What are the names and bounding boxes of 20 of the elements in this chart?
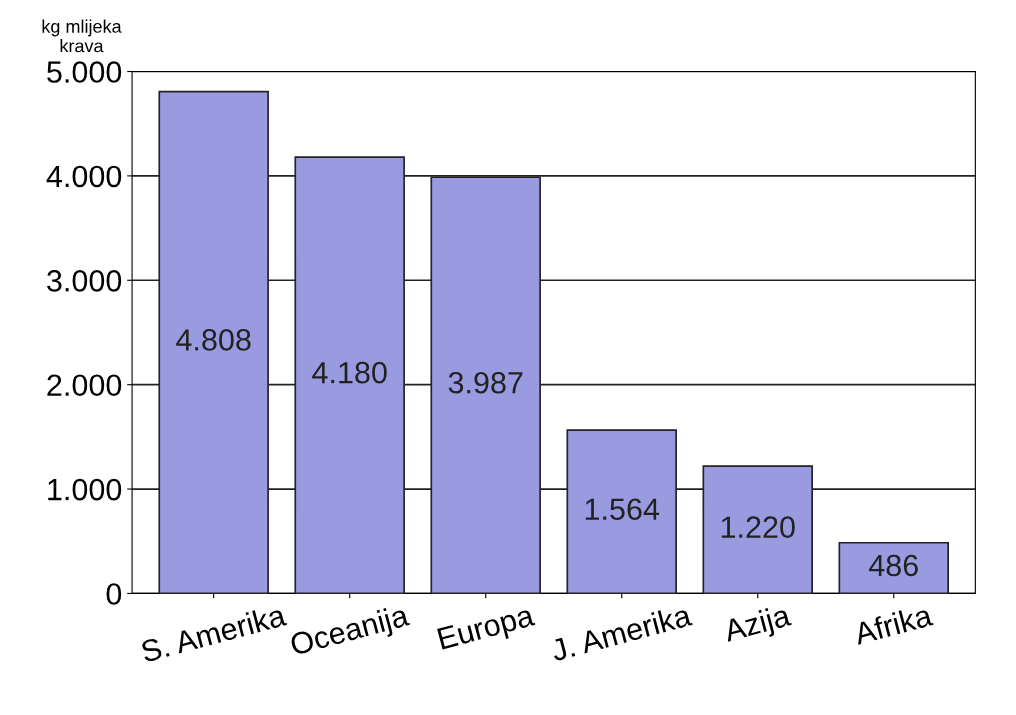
y-tick-label: 0 (106, 583, 122, 605)
data-label: 4.180 (312, 361, 387, 384)
y-tick-label: 4.000 (46, 165, 122, 188)
x-tick-label: J. Amerika (549, 603, 693, 662)
y-tick-label: 2.000 (47, 374, 122, 397)
y-axis-title: kg mlijeka krava (42, 19, 122, 53)
x-tick-label: Oceanija (289, 603, 412, 662)
data-label: 1.220 (721, 516, 795, 538)
y-tick-label: 3.000 (47, 270, 122, 292)
data-label: 486 (868, 554, 918, 577)
x-tick-label: Afrika (852, 603, 934, 646)
data-label: 4.808 (176, 329, 251, 351)
x-tick-label: Europa (437, 604, 537, 656)
bar (838, 541, 949, 594)
data-label: 1.564 (585, 498, 660, 521)
y-tick-label: 5.000 (47, 61, 122, 83)
x-tick-label: Azija (722, 603, 794, 648)
x-tick-label: S. Amerika (139, 603, 288, 663)
data-label: 3.987 (448, 371, 523, 394)
y-tick-label: 1.000 (48, 478, 122, 501)
